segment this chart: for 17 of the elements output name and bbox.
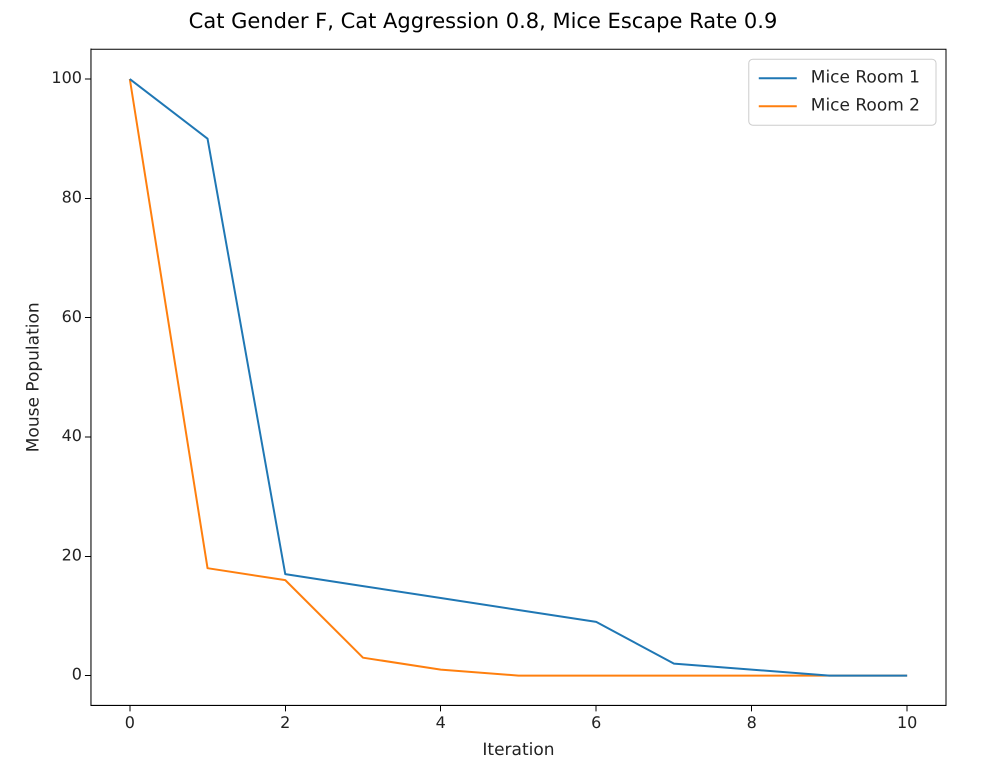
x-axis-title: Iteration [482, 740, 555, 760]
x-tick-label: 6 [591, 713, 602, 732]
x-tick-label: 8 [746, 713, 757, 732]
x-tick-label: 2 [280, 713, 290, 732]
legend-label: Mice Room 2 [810, 96, 920, 116]
y-tick-label: 20 [62, 545, 82, 564]
x-tick-label: 4 [436, 713, 446, 732]
chart-title: Cat Gender F, Cat Aggression 0.8, Mice Escape Rate 0.9 [188, 9, 778, 34]
y-tick-label: 60 [62, 306, 82, 326]
y-tick-label: 80 [62, 187, 82, 206]
y-axis-title: Mouse Population [24, 302, 44, 452]
x-tick-label: 0 [124, 713, 135, 732]
legend-label: Mice Room 1 [810, 68, 920, 88]
y-tick-label: 100 [51, 68, 82, 88]
y-tick-label: 0 [72, 664, 82, 684]
x-tick-label: 10 [896, 713, 918, 732]
y-tick-label: 40 [62, 426, 82, 446]
